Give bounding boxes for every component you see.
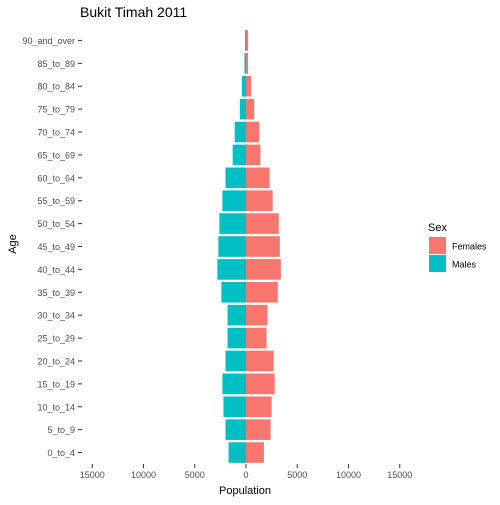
bar-females-90_and_over — [246, 30, 249, 51]
bar-females-10_to_14 — [246, 396, 272, 418]
bar-males-15_to_19 — [222, 373, 246, 395]
bar-males-10_to_14 — [223, 396, 246, 418]
bar-females-70_to_74 — [246, 121, 260, 143]
bar-males-45_to_49 — [218, 236, 246, 257]
y-axis-title: Age — [7, 234, 19, 254]
y-tick-label: 80_to_84 — [37, 82, 75, 92]
legend-label-females: Females — [452, 242, 487, 252]
x-axis-title: Population — [219, 485, 271, 497]
y-tick-label: 60_to_64 — [37, 173, 75, 183]
bar-females-20_to_24 — [246, 350, 274, 372]
bar-males-50_to_54 — [219, 213, 246, 234]
y-tick-label: 10_to_14 — [37, 402, 75, 412]
bar-males-80_to_84 — [241, 75, 246, 97]
bar-females-50_to_54 — [246, 213, 279, 234]
bar-females-0_to_4 — [246, 442, 264, 463]
bar-females-35_to_39 — [246, 281, 278, 303]
bar-females-40_to_44 — [246, 259, 281, 280]
y-tick-label: 90_and_over — [22, 36, 75, 46]
bar-females-55_to_59 — [246, 190, 273, 212]
bar-males-20_to_24 — [225, 350, 246, 372]
y-tick-label: 5_to_9 — [47, 425, 75, 435]
bar-females-5_to_9 — [246, 419, 271, 440]
y-tick-label: 45_to_49 — [37, 242, 75, 252]
bars-group — [217, 30, 281, 463]
bar-males-30_to_34 — [227, 304, 246, 326]
bar-males-65_to_69 — [232, 144, 246, 166]
bar-females-85_to_89 — [246, 53, 249, 74]
y-tick-label: 75_to_79 — [37, 105, 75, 115]
x-tick-label: 10000 — [336, 470, 361, 480]
x-axis: 15000 10000 5000 0 5000 10000 15000 — [80, 464, 412, 480]
bar-females-65_to_69 — [246, 144, 261, 166]
x-tick-label: 15000 — [387, 470, 412, 480]
bar-males-40_to_44 — [217, 259, 246, 280]
y-tick-label: 70_to_74 — [37, 128, 75, 138]
y-tick-label: 15_to_19 — [37, 379, 75, 389]
bar-males-35_to_39 — [221, 281, 246, 303]
chart-title: Bukit Timah 2011 — [80, 4, 187, 20]
bar-males-5_to_9 — [225, 419, 246, 440]
bar-males-0_to_4 — [228, 442, 246, 463]
x-tick-label: 5000 — [185, 470, 205, 480]
bar-females-15_to_19 — [246, 373, 275, 395]
x-tick-label: 15000 — [80, 470, 105, 480]
legend-label-males: Males — [452, 260, 477, 270]
x-tick-label: 0 — [243, 470, 248, 480]
legend-key-females — [429, 237, 446, 254]
x-tick-label: 5000 — [287, 470, 307, 480]
y-tick-label: 50_to_54 — [37, 219, 75, 229]
legend-key-males — [429, 255, 446, 272]
bar-females-60_to_64 — [246, 167, 270, 189]
bar-males-75_to_79 — [239, 98, 246, 120]
legend-title: Sex — [428, 222, 447, 234]
bar-males-60_to_64 — [225, 167, 246, 189]
y-tick-label: 20_to_24 — [37, 356, 75, 366]
y-tick-label: 0_to_4 — [47, 448, 75, 458]
y-tick-label: 40_to_44 — [37, 265, 75, 275]
bar-females-25_to_29 — [246, 327, 267, 349]
y-tick-label: 25_to_29 — [37, 334, 75, 344]
bar-males-85_to_89 — [244, 53, 246, 74]
y-axis: 0_to_4 5_to_9 10_to_14 15_to_19 20_to_24 25_t… — [22, 36, 82, 458]
y-tick-label: 65_to_69 — [37, 150, 75, 160]
bar-males-25_to_29 — [227, 327, 246, 349]
legend: Sex Females Males — [428, 222, 487, 272]
bar-males-55_to_59 — [222, 190, 246, 212]
y-tick-label: 55_to_59 — [37, 196, 75, 206]
y-tick-label: 30_to_34 — [37, 311, 75, 321]
y-tick-label: 35_to_39 — [37, 288, 75, 298]
bar-females-30_to_34 — [246, 304, 268, 326]
y-tick-label: 85_to_89 — [37, 59, 75, 69]
bar-females-45_to_49 — [246, 236, 280, 257]
bar-females-80_to_84 — [246, 75, 252, 97]
bar-males-70_to_74 — [234, 121, 246, 143]
x-tick-label: 10000 — [131, 470, 156, 480]
bar-females-75_to_79 — [246, 98, 255, 120]
bar-males-90_and_over — [244, 30, 246, 51]
